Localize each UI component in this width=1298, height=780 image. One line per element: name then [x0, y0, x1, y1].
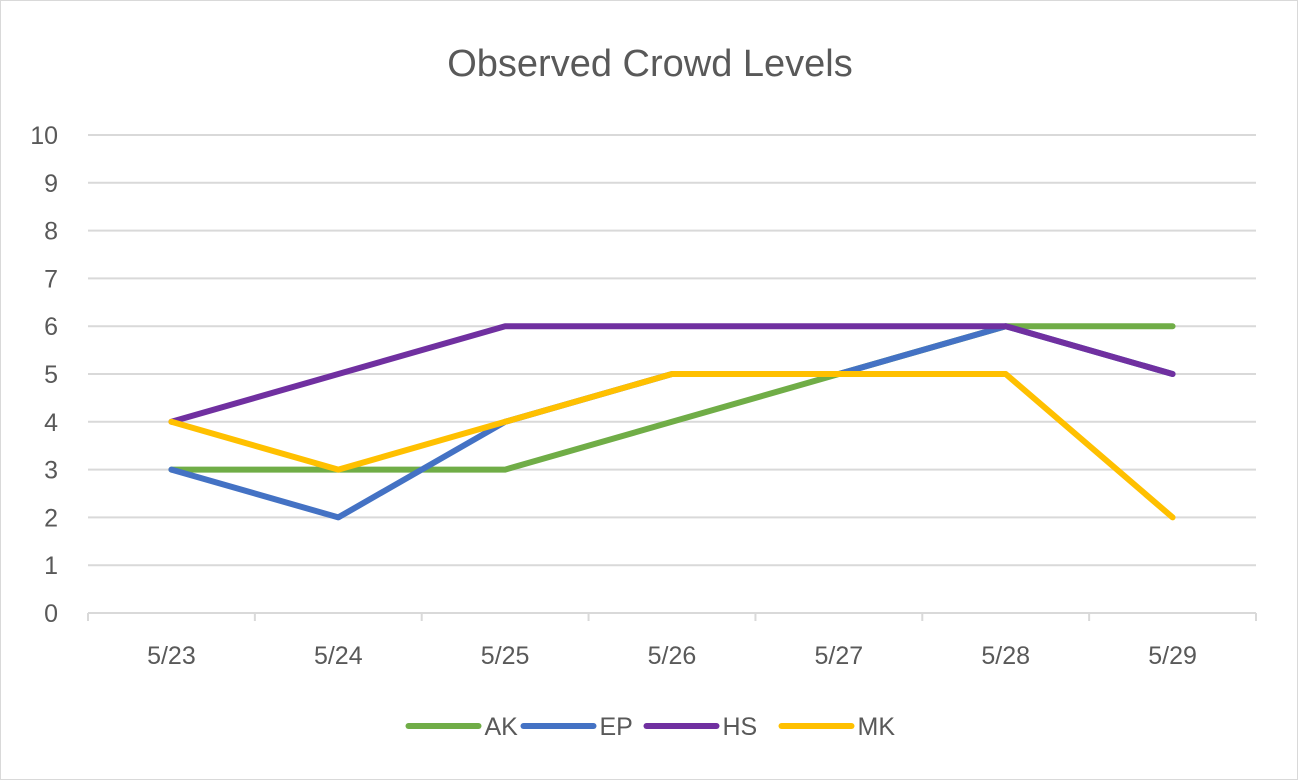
x-tick-label: 5/26 [648, 642, 697, 670]
series-line-hs [168, 323, 1176, 425]
legend-label-hs: HS [723, 713, 758, 741]
x-tick-label: 5/25 [481, 642, 530, 670]
y-tick-label: 4 [44, 409, 58, 437]
y-tick-label: 2 [44, 504, 58, 532]
y-axis: 0 1 2 3 4 5 6 7 8 9 10 [30, 122, 58, 628]
y-tick-label: 6 [44, 313, 58, 341]
series-line-ak [168, 323, 1176, 473]
series-group [168, 323, 1176, 521]
x-tick-label: 5/27 [815, 642, 864, 670]
y-tick-label: 8 [44, 218, 58, 246]
series-line-mk [168, 371, 1176, 521]
y-tick-label: 1 [44, 552, 58, 580]
x-axis: 5/23 5/24 5/25 5/26 5/27 5/28 5/29 [87, 613, 1257, 670]
legend: AK EP HS MK [405, 713, 896, 741]
x-tick-label: 5/29 [1148, 642, 1197, 670]
chart-title: Observed Crowd Levels [447, 43, 853, 85]
x-tick-label: 5/28 [981, 642, 1030, 670]
legend-label-ak: AK [485, 713, 519, 741]
y-tick-label: 7 [44, 265, 58, 293]
x-tick-label: 5/23 [147, 642, 196, 670]
y-tick-label: 3 [44, 457, 58, 485]
y-tick-label: 5 [44, 361, 58, 389]
x-tick-label: 5/24 [314, 642, 363, 670]
y-tick-label: 0 [44, 600, 58, 628]
y-tick-label: 10 [30, 122, 58, 150]
y-tick-label: 9 [44, 170, 58, 198]
legend-label-mk: MK [858, 713, 896, 741]
legend-label-ep: EP [600, 713, 633, 741]
